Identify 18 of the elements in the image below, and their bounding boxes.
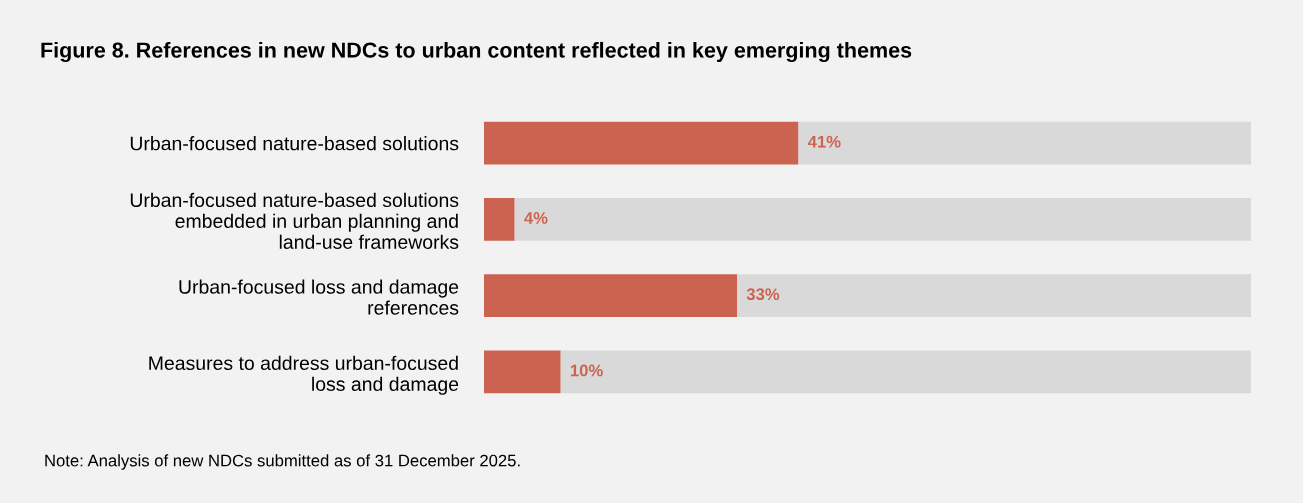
- y-tick-label: Urban-focused nature-based solutions embedded in urban planning and land-use frameworks: [130, 192, 459, 249]
- y-tick-label: Urban-focused nature-based solutions: [130, 136, 459, 151]
- y-tick-label: Urban-focused loss and damage references: [179, 279, 459, 315]
- data-label: 33%: [746, 288, 780, 301]
- bar: [798, 121, 1251, 165]
- data-label: 4%: [524, 212, 548, 224]
- chart-title: Figure 8. References in new NDCs to urban content reflected in key emerging themes: [41, 41, 912, 63]
- y-tick-label: Measures to address urban-focused loss and damage: [149, 355, 459, 395]
- data-label: 10%: [570, 364, 603, 377]
- bar: [514, 198, 1251, 241]
- bar: [484, 274, 738, 317]
- bar: [737, 274, 1251, 317]
- bar: [484, 350, 561, 394]
- text: Note: Analysis of new NDCs submitted as of 31 December 2025.: [45, 454, 520, 470]
- bar: [560, 350, 1251, 394]
- data-label: 41%: [807, 135, 841, 148]
- bar: [484, 198, 515, 241]
- bar: [484, 121, 799, 165]
